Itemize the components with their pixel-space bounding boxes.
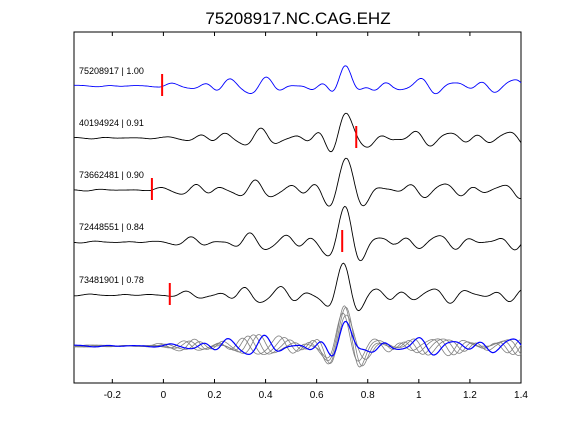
trace-4 xyxy=(73,205,522,262)
trace-2 xyxy=(74,112,522,153)
trace-label-3: 73662481 | 0.90 xyxy=(79,170,144,180)
trace-stack xyxy=(73,65,522,312)
trace-label-5: 73481901 | 0.78 xyxy=(79,275,144,285)
axes-frame xyxy=(73,31,522,384)
x-tick-label: 0.4 xyxy=(259,390,273,401)
x-tick-label: 1.4 xyxy=(514,390,528,401)
chart-title: 75208917.NC.CAG.EHZ xyxy=(205,9,390,28)
x-tick-label: 1 xyxy=(416,390,422,401)
trace-label-1: 75208917 | 1.00 xyxy=(79,66,144,76)
x-tick-label: 0.6 xyxy=(310,390,324,401)
x-tick-label: 0 xyxy=(161,390,167,401)
x-tick-label: 0.8 xyxy=(361,390,375,401)
trace-label-4: 72448551 | 0.84 xyxy=(79,222,144,232)
trace-3 xyxy=(73,157,522,207)
trace-labels: 75208917 | 1.00 40194924 | 0.91 73662481 |… xyxy=(79,66,144,285)
x-tick-label: 0.2 xyxy=(208,390,222,401)
stacked-overlay xyxy=(73,305,522,368)
overlay-trace-5 xyxy=(74,312,522,362)
x-axis-ticks: -0.2 0 0.2 0.4 0.6 0.8 1 1.2 1.4 xyxy=(104,32,528,401)
trace-5 xyxy=(74,262,522,312)
trace-1 xyxy=(74,65,522,95)
trace-label-2: 40194924 | 0.91 xyxy=(79,118,144,128)
pick-markers xyxy=(150,74,358,305)
overlay-trace-1 xyxy=(74,320,522,357)
x-tick-label: -0.2 xyxy=(104,390,122,401)
x-tick-label: 1.2 xyxy=(463,390,477,401)
